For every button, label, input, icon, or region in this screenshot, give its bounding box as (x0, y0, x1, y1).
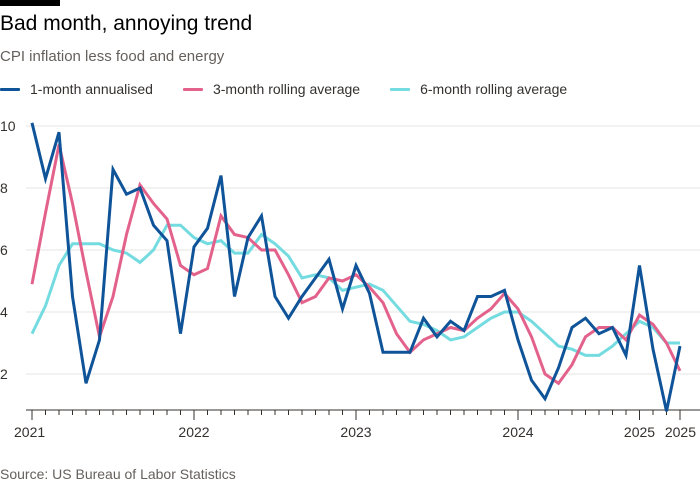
x-tick-label: 2021 (14, 424, 45, 440)
line-chart: 2 4 6 8 10 2021 2022 2023 2024 2025 2025 (0, 118, 700, 440)
legend-label-1-month: 1-month annualised (30, 81, 153, 97)
x-tick-label: 2025 (624, 424, 655, 440)
brand-bar (0, 0, 60, 6)
series-line-6-month-rolling-average (30, 223, 680, 357)
x-tick-label: 2023 (340, 424, 371, 440)
y-tick-label: 10 (0, 118, 16, 134)
series-line-3-month-rolling-average (30, 144, 682, 386)
chart-title: Bad month, annoying trend (0, 12, 253, 35)
legend: 1-month annualised 3-month rolling avera… (0, 79, 597, 99)
x-tick-label: 2022 (178, 424, 209, 440)
x-tick-label: 2025 (665, 424, 696, 440)
source-note: Source: US Bureau of Labor Statistics (0, 466, 236, 482)
legend-swatch-3-month (182, 87, 203, 91)
chart-subtitle: CPI inflation less food and energy (0, 48, 225, 65)
legend-swatch-6-month (390, 87, 411, 91)
legend-label-3-month: 3-month rolling average (212, 81, 361, 97)
x-tick-label: 2024 (502, 424, 533, 440)
legend-item-1-month: 1-month annualised (0, 81, 153, 97)
series-line-1-month-annualised (30, 122, 682, 412)
y-tick-label: 2 (0, 366, 8, 382)
legend-item-3-month: 3-month rolling average (182, 81, 361, 97)
y-tick-label: 6 (0, 242, 8, 258)
y-tick-label: 8 (0, 180, 8, 196)
legend-label-6-month: 6-month rolling average (420, 81, 568, 97)
y-tick-label: 4 (0, 304, 8, 320)
legend-swatch-1-month (0, 87, 20, 91)
legend-item-6-month: 6-month rolling average (390, 81, 567, 97)
